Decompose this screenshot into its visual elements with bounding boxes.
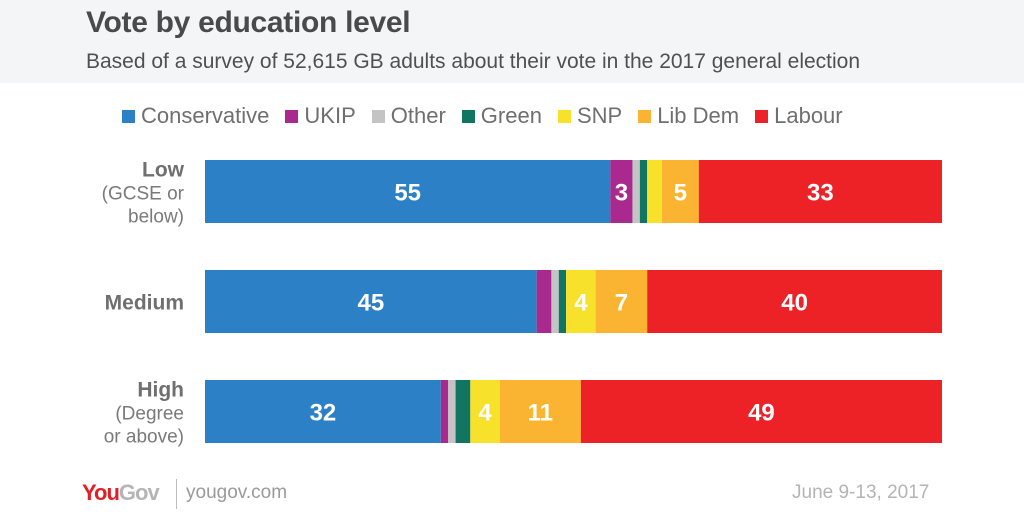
- data-label: 3: [615, 180, 628, 207]
- data-label: 45: [357, 290, 384, 317]
- data-label: 7: [615, 290, 628, 317]
- footer-url[interactable]: yougov.com: [186, 482, 288, 503]
- legend-label: Conservative: [141, 103, 270, 128]
- legend-item-labour: Labour: [755, 103, 843, 129]
- legend-item-lib-dem: Lib Dem: [638, 103, 739, 129]
- data-label: 49: [748, 400, 775, 427]
- legend-swatch: [638, 109, 652, 123]
- bar-segment-ukip: [440, 380, 449, 443]
- category-sublabel: (Degree: [115, 404, 184, 425]
- data-label: 33: [807, 180, 834, 207]
- legend-swatch: [285, 109, 299, 123]
- footer-divider: [176, 479, 177, 509]
- legend-label: SNP: [576, 103, 623, 128]
- legend: Conservative UKIP Other Green SNP Lib Dem Labo…: [122, 102, 859, 130]
- data-label: 4: [478, 400, 492, 427]
- bar-segment-ukip: [610, 160, 633, 223]
- data-label: 32: [310, 400, 337, 427]
- chart-subtitle: Based of a survey of 52,615 GB adults ab…: [86, 50, 861, 73]
- legend-swatch: [371, 109, 385, 123]
- bar-segment-other: [448, 380, 456, 443]
- bar-segment-conservative: [205, 270, 537, 333]
- data-label: 11: [528, 400, 553, 427]
- legend-label: UKIP: [304, 103, 356, 128]
- bar-segment-other: [632, 160, 640, 223]
- category-label: Low: [142, 159, 185, 182]
- logo-you: You: [82, 480, 120, 505]
- category-label: High: [137, 379, 184, 402]
- bar-segment-snp: [470, 380, 500, 443]
- legend-label: Green: [480, 103, 542, 128]
- legend-swatch: [755, 109, 769, 123]
- bar-segment-other: [551, 270, 559, 333]
- category-sublabel: below): [128, 207, 184, 228]
- bar-segment-lib-dem: [661, 160, 699, 223]
- yougov-logo: YouGov: [82, 480, 160, 506]
- bar-segment-labour: [580, 380, 942, 443]
- header-band: Vote by education level Based of a surve…: [0, 0, 1024, 83]
- bar-segment-green: [558, 270, 567, 333]
- legend-label: Other: [390, 103, 446, 128]
- category-sublabel: or above): [104, 427, 184, 448]
- legend-item-other: Other: [371, 103, 446, 129]
- bar-segment-snp: [647, 160, 662, 223]
- legend-swatch: [557, 109, 571, 123]
- chart-title: Vote by education level: [86, 6, 411, 39]
- category-label: Medium: [105, 292, 184, 315]
- bar-segment-green: [639, 160, 648, 223]
- legend-swatch: [461, 109, 475, 123]
- bar-segment-conservative: [205, 380, 441, 443]
- data-label: 55: [394, 180, 421, 207]
- bar-segment-labour: [647, 270, 942, 333]
- legend-label: Labour: [774, 103, 843, 128]
- data-label: 4: [574, 290, 588, 317]
- logo-gov: Gov: [118, 480, 160, 505]
- bar-segment-green: [455, 380, 471, 443]
- legend-item-ukip: UKIP: [285, 103, 356, 129]
- bar-segment-lib-dem: [499, 380, 581, 443]
- footer-date: June 9-13, 2017: [792, 482, 930, 503]
- legend-item-conservative: Conservative: [122, 103, 269, 129]
- legend-item-snp: SNP: [557, 103, 623, 129]
- legend-item-green: Green: [461, 103, 542, 129]
- bar-row-medium: 45 4 7 40 Medium: [105, 270, 942, 333]
- bar-segment-labour: [698, 160, 942, 223]
- bar-segment-ukip: [536, 270, 552, 333]
- data-label: 40: [781, 290, 808, 317]
- legend-swatch: [122, 109, 135, 123]
- legend-label: Lib Dem: [657, 103, 740, 128]
- bar-segment-lib-dem: [595, 270, 648, 333]
- bar-segment-conservative: [205, 160, 611, 223]
- data-label: 5: [674, 180, 687, 207]
- category-sublabel: (GCSE or: [102, 184, 185, 205]
- bar-segment-snp: [566, 270, 596, 333]
